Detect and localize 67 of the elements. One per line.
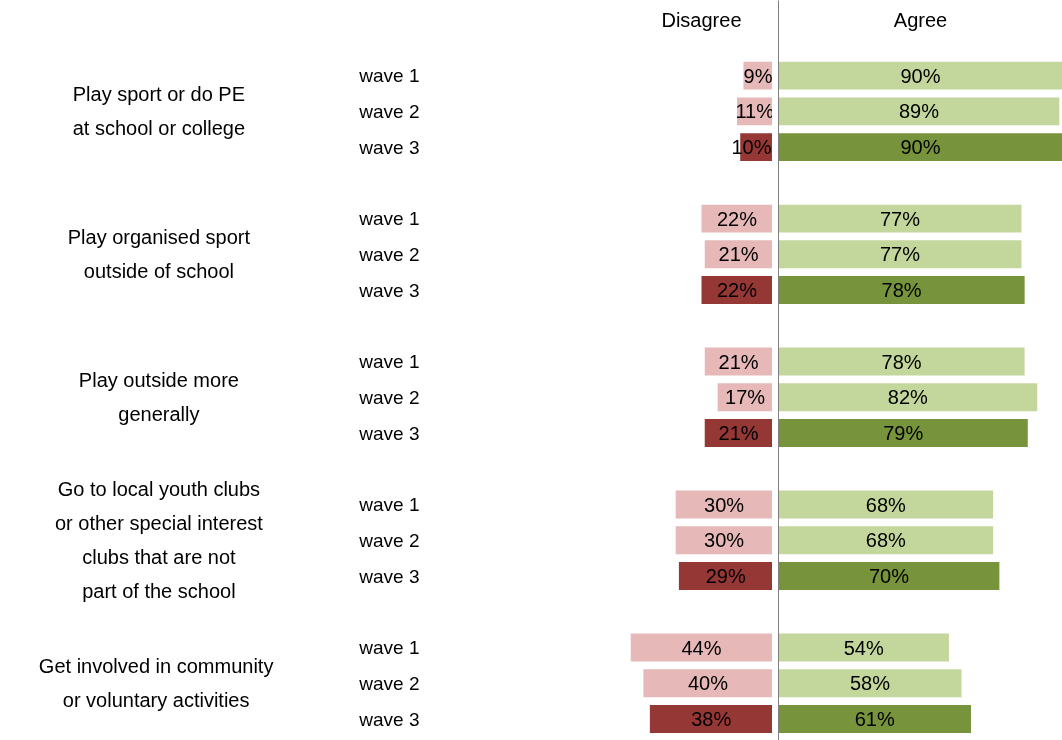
bar [643, 669, 772, 698]
bar [778, 347, 1025, 376]
data-label: 30% [704, 493, 745, 516]
y-tick-label: wave 3 [358, 279, 420, 301]
data-label: 44% [681, 636, 722, 659]
y-tick-label: wave 1 [358, 351, 420, 373]
data-label: 21% [718, 243, 759, 266]
bar [649, 705, 772, 733]
text: Play sport or do PE at school or college [72, 83, 246, 140]
y-tick-label: wave 2 [358, 672, 420, 694]
y-tick-label: wave 1 [358, 494, 420, 516]
y-tick-label: wave 3 [358, 136, 420, 158]
bar [778, 669, 962, 698]
bar [778, 276, 1025, 305]
y-tick-label: wave 2 [358, 529, 420, 551]
bar [778, 419, 1028, 447]
y-tick-label: wave 1 [358, 208, 420, 230]
data-label: 90% [900, 136, 941, 159]
data-label: 22% [716, 279, 758, 302]
y-tick-label: wave 2 [358, 100, 420, 122]
data-label: 77% [879, 207, 921, 230]
data-label: 89% [898, 100, 940, 123]
bar [778, 526, 994, 555]
bar [778, 133, 1062, 162]
y-tick-label: wave 2 [358, 243, 420, 265]
data-label: 21% [718, 422, 759, 445]
data-label: 30% [704, 529, 745, 552]
data-label: 77% [879, 243, 921, 266]
data-label: 68% [865, 493, 907, 516]
y-tick-label: wave 1 [358, 637, 420, 659]
series-label: Agree [893, 9, 948, 32]
text: Play organised sport outside of school [67, 226, 251, 283]
bar [778, 204, 1022, 233]
y-tick-label: wave 3 [358, 422, 420, 444]
data-label: 17% [725, 386, 766, 409]
data-label: 90% [900, 64, 941, 87]
bar [778, 562, 1000, 590]
y-tick-label: wave 1 [358, 65, 420, 87]
text: Play outside more generally [78, 369, 239, 426]
text: Get involved in community or voluntary activities [38, 655, 274, 712]
data-label: 58% [850, 672, 891, 695]
bar [778, 633, 949, 662]
data-label: 54% [843, 636, 884, 659]
series-label: Disagree [661, 9, 742, 32]
data-label: 9% [743, 64, 773, 87]
data-label: 79% [883, 422, 924, 445]
y-tick-label: wave 3 [358, 708, 420, 730]
data-label: 78% [881, 279, 922, 302]
bar [778, 383, 1038, 412]
data-label: 38% [691, 708, 732, 731]
y-tick-label: wave 2 [358, 386, 420, 408]
bar [778, 240, 1022, 269]
bar [778, 97, 1060, 126]
y-tick-label: wave 3 [358, 565, 420, 587]
data-label: 21% [718, 350, 759, 373]
bar [778, 705, 971, 733]
text: Go to local youth clubs or other special interest clubs that are not part of the school [54, 478, 264, 603]
data-label: 68% [865, 529, 907, 552]
data-label: 78% [881, 350, 922, 373]
data-label: 22% [716, 207, 758, 230]
data-label: 40% [687, 672, 729, 695]
bar [778, 61, 1062, 90]
data-label: 29% [705, 565, 746, 588]
bar [778, 490, 994, 519]
data-label: 61% [854, 708, 895, 731]
data-label: 70% [868, 565, 910, 588]
data-label: 82% [887, 386, 929, 409]
